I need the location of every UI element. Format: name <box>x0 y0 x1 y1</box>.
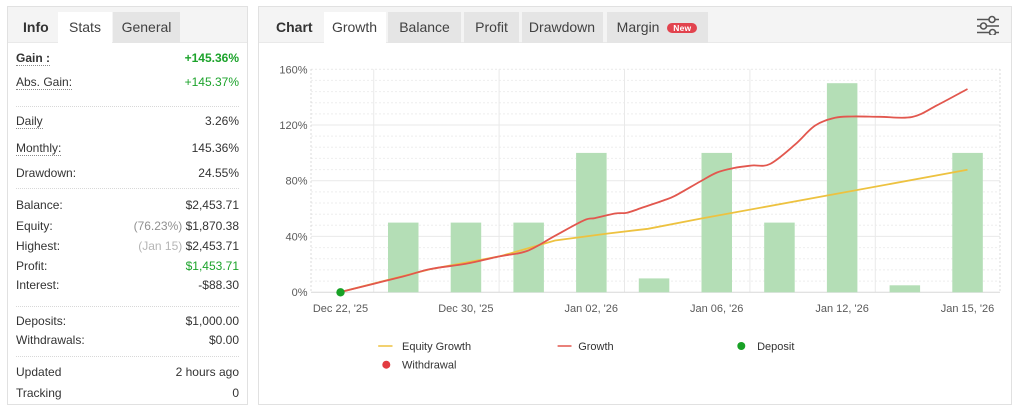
svg-text:160%: 160% <box>279 65 307 77</box>
svg-text:120%: 120% <box>279 120 307 132</box>
svg-text:0%: 0% <box>292 287 308 299</box>
svg-text:Jan 12, '26: Jan 12, '26 <box>815 303 868 315</box>
svg-text:Jan 15, '26: Jan 15, '26 <box>941 303 994 315</box>
svg-text:Equity Growth: Equity Growth <box>402 341 471 353</box>
svg-text:Dec 22, '25: Dec 22, '25 <box>313 303 368 315</box>
svg-text:80%: 80% <box>285 176 307 188</box>
svg-text:40%: 40% <box>285 231 307 243</box>
svg-text:Jan 06, '26: Jan 06, '26 <box>690 303 743 315</box>
svg-text:Deposit: Deposit <box>757 341 794 353</box>
svg-text:Jan 02, '26: Jan 02, '26 <box>565 303 618 315</box>
svg-text:Withdrawal: Withdrawal <box>402 360 456 372</box>
svg-text:Growth: Growth <box>578 341 613 353</box>
svg-text:Dec 30, '25: Dec 30, '25 <box>438 303 493 315</box>
